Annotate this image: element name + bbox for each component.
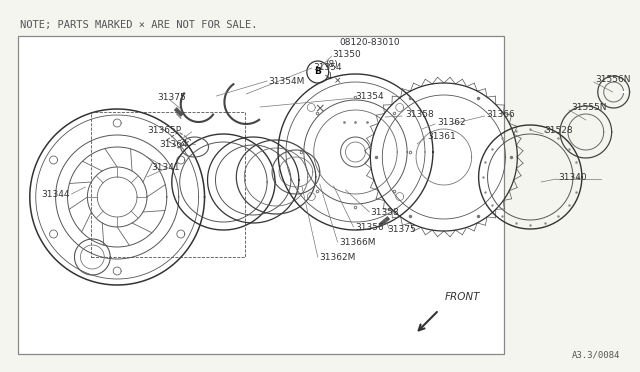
Text: 31356: 31356 [355,222,384,231]
Text: 31344: 31344 [42,189,70,199]
Text: ×: × [333,77,341,86]
Text: 31366M: 31366M [340,237,376,247]
Text: 31365P: 31365P [147,125,181,135]
Text: 31354M: 31354M [268,77,305,86]
Text: 31375: 31375 [387,224,416,234]
Text: 31354: 31354 [355,92,384,100]
Text: 31366: 31366 [486,109,515,119]
Text: 31528: 31528 [544,125,573,135]
Text: 31362: 31362 [437,118,465,126]
Text: 31358: 31358 [371,208,399,217]
Text: 31350: 31350 [333,49,362,58]
Text: (8): (8) [326,60,339,68]
Text: 31375: 31375 [157,93,186,102]
Text: 31340: 31340 [558,173,587,182]
Text: 31555N: 31555N [571,103,607,112]
Text: NOTE; PARTS MARKED × ARE NOT FOR SALE.: NOTE; PARTS MARKED × ARE NOT FOR SALE. [20,20,257,30]
Text: 31556N: 31556N [596,74,631,83]
Text: FRONT: FRONT [445,292,481,302]
Text: 08120-83010: 08120-83010 [340,38,400,46]
Text: 31361: 31361 [427,131,456,141]
Text: 31362M: 31362M [320,253,356,262]
Text: 31358: 31358 [405,109,434,119]
Text: 31364: 31364 [159,140,188,148]
Text: 31341: 31341 [151,163,180,171]
Text: B: B [314,67,321,76]
Bar [92,112,245,257]
Text: ×: × [314,103,325,115]
Bar [18,36,504,354]
Text: A3.3/0084: A3.3/0084 [572,351,621,360]
Text: 31354: 31354 [313,62,341,71]
